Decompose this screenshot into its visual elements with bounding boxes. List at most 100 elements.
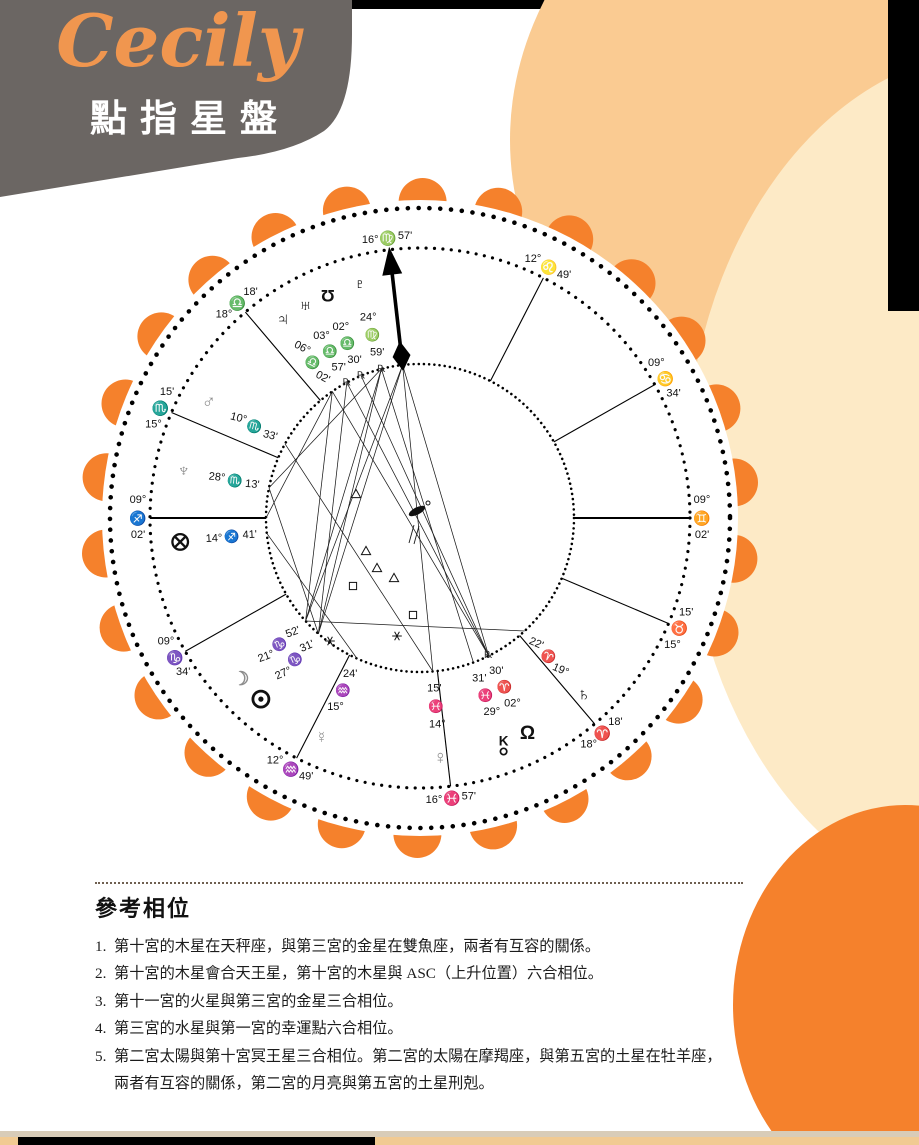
planet-pluto-minute: 59' <box>370 346 384 358</box>
planet-uranus-degree: 03° <box>313 330 330 342</box>
zodiac-sign-icon-h4: ♓ <box>443 790 460 807</box>
brand-logo: Cecily 點指星盤 <box>0 0 352 197</box>
planet-north-node-icon: Ω <box>520 723 535 744</box>
planet-sun-icon <box>251 689 271 709</box>
top-black-strip <box>0 0 919 9</box>
zodiac-sign-icon-h10: ♍ <box>379 230 396 247</box>
reference-heading: 參考相位 <box>95 896 192 921</box>
planet-chiron-sign: ♓ <box>478 687 494 702</box>
planet-mercury-sign: ♒ <box>335 683 351 698</box>
planet-uranus-sign: ♎ <box>322 344 338 359</box>
decor-circle-cream <box>685 64 919 896</box>
planet-fortune-minute: 41' <box>242 529 257 542</box>
brand-title: Cecily <box>56 0 304 83</box>
planet-chiron-icon: K <box>499 734 509 756</box>
planet-pluto-degree: 24° <box>360 312 377 324</box>
cusp-line-12 <box>171 411 279 459</box>
trine-icon <box>388 572 400 583</box>
planet-south-node-sign: ♎ <box>340 335 356 350</box>
planet-pluto-icon: ♇ <box>353 274 367 295</box>
planet-moon-minute: 52' <box>284 624 302 640</box>
cusp-minute-h4: 57' <box>462 790 476 802</box>
aspect-line <box>318 382 348 634</box>
cusp-line-6 <box>561 577 669 625</box>
planet-jupiter-sign: ♎ <box>302 352 323 373</box>
aspect-line <box>318 364 403 634</box>
planet-uranus-icon: ♅ <box>298 296 312 317</box>
zodiac-sign-icon-h1: ♐ <box>129 510 146 527</box>
cusp-degree-h5: 18° <box>580 739 597 751</box>
aspect-line <box>318 368 382 634</box>
planet-south-node-degree: 02° <box>332 321 349 333</box>
aspect-line <box>305 391 333 622</box>
aspect-line <box>402 364 434 672</box>
aspect-line <box>284 443 434 672</box>
trine-icon <box>360 545 372 556</box>
planet-north-node-sign: ♈ <box>497 679 513 694</box>
aspect-line <box>381 368 474 663</box>
reference-item-3: 3. 第十一宮的火星與第三宮的金星三合相位。 <box>95 988 750 1015</box>
cusp-degree-h2: 09° <box>158 636 175 648</box>
cusp-degree-h11: 18° <box>216 309 233 321</box>
planet-jupiter-minute: 02' <box>314 369 332 386</box>
cusp-line-4 <box>436 670 452 787</box>
planet-north-node-degree: 02° <box>504 697 521 709</box>
logo-background-shape <box>0 0 352 197</box>
planet-sun-minute: 31' <box>298 638 316 655</box>
planet-venus-sign: ♓ <box>428 698 444 713</box>
planet-sun-sign: ♑ <box>285 650 305 670</box>
planet-fortune-icon <box>171 532 190 551</box>
reference-item-text: 第十宮的木星在天秤座，與第三宮的金星在雙魚座，兩者有互容的關係。 <box>114 938 600 955</box>
chart-disc <box>102 200 738 836</box>
aspect-line <box>305 620 525 632</box>
zodiac-sign-icon-h3: ♒ <box>282 761 299 778</box>
planet-venus-minute: 15' <box>427 682 441 694</box>
aspect-line <box>305 368 382 622</box>
aspect-line <box>265 391 333 519</box>
reference-item-text: 第二宮太陽與第十宮冥王星三合相位。第二宮的太陽在摩羯座，與第五宮的土星在牡羊座，… <box>114 1047 722 1093</box>
zodiac-sign-icon-h9: ♌ <box>540 259 557 276</box>
reference-item-5: 5. 第二宮太陽與第十宮冥王星三合相位。第二宮的太陽在摩羯座，與第五宮的土星在牡羊… <box>95 1043 750 1098</box>
cusp-minute-h10: 57' <box>398 230 412 242</box>
planet-venus-icon: ♀ <box>433 748 447 769</box>
footer-light-bar <box>0 1131 919 1137</box>
reference-item-4: 4. 第三宮的水星與第一宮的幸運點六合相位。 <box>95 1015 750 1042</box>
aspect-line <box>331 391 490 656</box>
footer-black-bar <box>18 1137 375 1145</box>
planet-neptune-degree: 28° <box>208 471 226 485</box>
reference-item-text: 第三宮的水星與第一宮的幸運點六合相位。 <box>114 1020 403 1038</box>
sextile-icon <box>392 631 402 641</box>
cusp-minute-h12: 15' <box>160 386 174 398</box>
mc-arrow-fletch <box>392 341 411 371</box>
trine-icon <box>350 488 362 499</box>
chart-center-degree-dot <box>425 500 431 506</box>
cusp-line-5 <box>519 635 596 725</box>
zodiac-sign-icon-h2: ♑ <box>166 649 183 666</box>
cusp-degree-h3: 12° <box>267 755 284 767</box>
reference-item-number: 1. <box>95 938 107 955</box>
planet-pluto-retrograde: ℞ <box>377 364 386 375</box>
brand-subtitle: 點指星盤 <box>90 98 290 139</box>
planet-mars-degree: 10° <box>229 410 248 426</box>
planet-chiron-minute: 31' <box>472 672 486 684</box>
planet-saturn-icon: ♄ <box>577 684 591 705</box>
cusp-degree-h6: 15° <box>664 639 681 651</box>
square-aspect-icon <box>348 581 358 591</box>
zodiac-sign-icon-h8: ♋ <box>656 371 673 388</box>
zodiac-sign-icon-h11: ♎ <box>229 295 246 312</box>
cusp-minute-h1: 02' <box>131 529 145 541</box>
cusp-minute-h11: 18' <box>243 286 257 298</box>
planet-mercury-icon: ☿ <box>316 730 328 747</box>
reference-list: 1. 第十宮的木星在天秤座，與第三宮的金星在雙魚座，兩者有互容的關係。 2. 第十宮的… <box>95 933 750 1097</box>
planet-north-node-minute: 30' <box>489 665 503 677</box>
right-black-bar <box>888 0 919 311</box>
sextile-icon <box>325 636 335 646</box>
planet-south-node-retrograde: ℞ <box>357 371 366 382</box>
planet-neptune-minute: 13' <box>245 478 260 491</box>
planet-mars-sign: ♏ <box>245 417 264 435</box>
reference-item-2: 2. 第十宮的木星會合天王星，第十宮的木星與 ASC（上升位置）六合相位。 <box>95 960 750 987</box>
planet-fortune-degree: 14° <box>205 532 222 545</box>
zodiac-sign-icon-h6: ♉ <box>671 620 688 637</box>
